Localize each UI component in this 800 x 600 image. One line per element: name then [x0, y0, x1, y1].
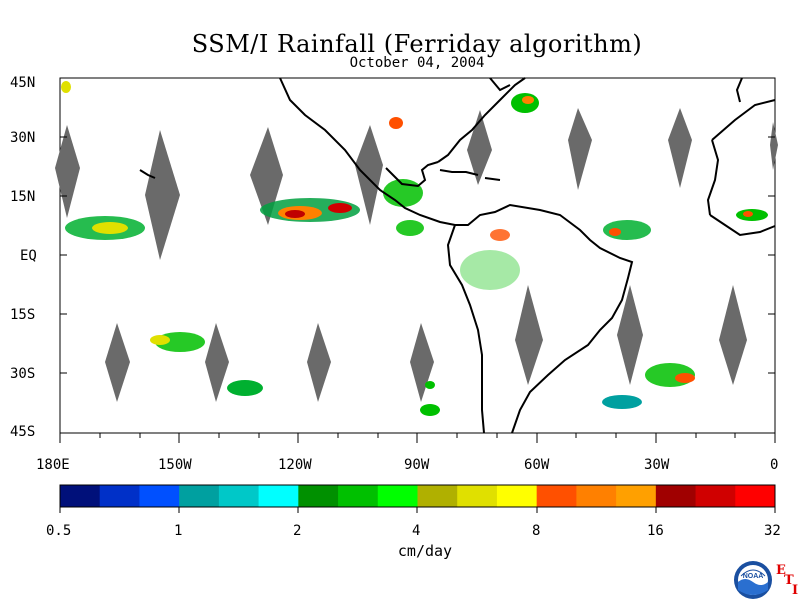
colorbar-segment — [298, 485, 339, 507]
colorbar-segment — [536, 485, 577, 507]
lon-label-150w: 150W — [158, 457, 192, 473]
lon-axis — [59, 433, 776, 443]
colorbar-segment — [616, 485, 657, 507]
corner-letter-t: T — [784, 573, 794, 588]
rainfall-patches — [61, 81, 768, 416]
colorbar-label-3: 4 — [412, 523, 420, 539]
lon-label-90w: 90W — [404, 457, 430, 473]
lon-label-30w: 30W — [644, 457, 670, 473]
colorbar-segment — [496, 485, 538, 507]
colorbar-unit-label: cm/day — [397, 542, 453, 560]
colorbar-segment — [417, 485, 458, 507]
lon-label-180e: 180E — [36, 457, 70, 473]
colorbar-segment — [60, 485, 101, 507]
colorbar-label-4: 8 — [532, 523, 540, 539]
colorbar-label-0: 0.5 — [46, 523, 71, 539]
colorbar-segment — [179, 485, 220, 507]
corner-letter-e: E — [776, 563, 786, 578]
noaa-logo: NOAA — [734, 561, 772, 599]
colorbar-segment — [139, 485, 180, 507]
colorbar-segment — [695, 485, 736, 507]
colorbar-segment — [576, 485, 617, 507]
lon-label-60w: 60W — [524, 457, 550, 473]
lon-label-0: 0 — [770, 457, 778, 473]
lat-label-15n: 15N — [10, 189, 35, 205]
noaa-logo-text: NOAA — [743, 573, 764, 580]
map-title: SSM/I Rainfall (Ferriday algorithm) — [191, 30, 643, 58]
lat-label-15s: 15S — [10, 307, 35, 323]
swath-gaps — [55, 108, 778, 402]
corner-letter-i: I — [792, 583, 799, 598]
coastlines — [139, 77, 776, 434]
colorbar-label-5: 16 — [647, 523, 664, 539]
colorbar-ticks — [59, 507, 776, 513]
lon-label-120w: 120W — [278, 457, 312, 473]
lat-label-eq: EQ — [20, 248, 37, 264]
colorbar-label-2: 2 — [293, 523, 301, 539]
lat-label-30s: 30S — [10, 366, 35, 382]
lat-axis — [60, 136, 775, 374]
map-subtitle: October 04, 2004 — [349, 55, 485, 71]
colorbar-segment — [258, 485, 299, 507]
colorbar-segment — [735, 485, 776, 507]
colorbar-segment — [338, 485, 379, 507]
colorbar-segment — [655, 485, 697, 507]
colorbar-label-6: 32 — [764, 523, 781, 539]
colorbar-label-1: 1 — [174, 523, 182, 539]
lat-label-30n: 30N — [10, 130, 35, 146]
lat-label-45n: 45N — [10, 75, 35, 91]
colorbar-segment — [377, 485, 418, 507]
colorbar — [60, 485, 776, 507]
colorbar-segment — [218, 485, 260, 507]
lat-label-45s: 45S — [10, 424, 35, 440]
colorbar-segment — [99, 485, 140, 507]
colorbar-segment — [457, 485, 498, 507]
